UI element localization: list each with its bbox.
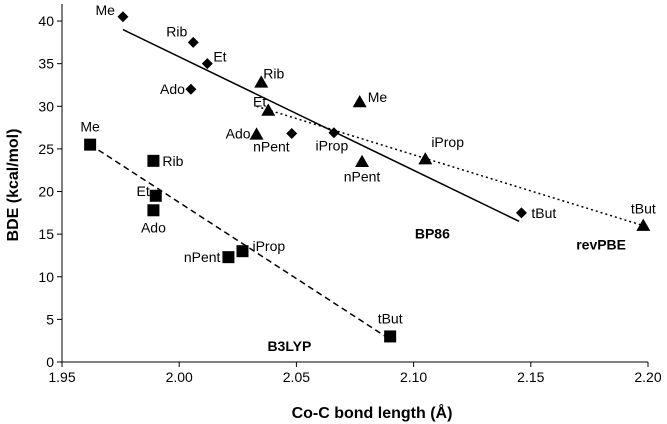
- y-tick-label: 35: [38, 56, 54, 72]
- b3lyp-point-iprop: [236, 245, 249, 258]
- revpbe-label-ado: Ado: [226, 125, 251, 141]
- b3lyp-point-et: [149, 189, 162, 202]
- revpbe-label-me: Me: [368, 89, 388, 105]
- bp86-point-rib: [187, 36, 199, 48]
- bp86-fit-line: [122, 28, 520, 223]
- series-labels: BP86 revPBE B3LYP: [267, 225, 626, 354]
- bp86-label-et: Et: [213, 49, 226, 65]
- b3lyp-point-me: [84, 138, 97, 151]
- b3lyp-label-me: Me: [80, 119, 100, 135]
- b3lyp-point-npent: [222, 251, 235, 264]
- revpbe-fit-line: [256, 105, 644, 227]
- bp86-label-tbut: tBut: [531, 205, 556, 221]
- x-tick-label: 2.20: [634, 369, 661, 385]
- x-axis-title: Co-C bond length (Å): [292, 403, 453, 422]
- axes: 1.95 2.00 2.05 2.10 2.15 2.20 0 5 10 15 20 25 30 35 40: [38, 4, 662, 385]
- y-tick-label: 15: [38, 226, 54, 242]
- x-tick-label: 1.95: [48, 369, 75, 385]
- y-tick-label: 40: [38, 13, 54, 29]
- bp86-point-iprop: [328, 127, 340, 139]
- revpbe-label-npent: nPent: [344, 169, 381, 185]
- bp86-label-ado: Ado: [160, 81, 185, 97]
- revpbe-point-me: [352, 95, 367, 108]
- revpbe-label-iprop: iProp: [431, 134, 464, 150]
- bp86-label-me: Me: [95, 2, 115, 18]
- b3lyp-point-tbut: [384, 330, 397, 343]
- y-tick-label: 25: [38, 141, 54, 157]
- bp86-point-tbut: [515, 207, 527, 219]
- b3lyp-label-npent: nPent: [184, 249, 221, 265]
- bp86-label-iprop: iProp: [316, 138, 349, 154]
- bp86-label-npent: nPent: [253, 139, 290, 155]
- y-axis-title: BDE (kcal/mol): [5, 129, 22, 242]
- y-tick-label: 5: [46, 311, 54, 327]
- bp86-point-npent: [286, 128, 298, 140]
- revpbe-point-ado: [249, 127, 264, 140]
- y-tick-label: 10: [38, 269, 54, 285]
- fit-lines: [89, 28, 644, 338]
- revpbe-series-label: revPBE: [576, 236, 626, 252]
- b3lyp-point-rib: [147, 154, 160, 167]
- revpbe-label-rib: Rib: [263, 65, 284, 81]
- x-tick-label: 2.15: [517, 369, 544, 385]
- bp86-point-et: [201, 58, 213, 70]
- bp86-point-me: [117, 11, 129, 23]
- revpbe-label-et: Et: [253, 94, 266, 110]
- x-tick-label: 2.05: [283, 369, 310, 385]
- b3lyp-point-ado: [147, 204, 160, 217]
- revpbe-point-et: [261, 103, 276, 116]
- data-markers: [84, 11, 651, 343]
- bp86-point-ado: [185, 83, 197, 95]
- b3lyp-label-ado: Ado: [141, 219, 166, 235]
- b3lyp-label-iprop: iProp: [252, 238, 285, 254]
- y-tick-label: 20: [38, 184, 54, 200]
- b3lyp-label-tbut: tBut: [378, 310, 403, 326]
- revpbe-point-rib: [254, 75, 269, 88]
- b3lyp-label-et: Et: [137, 183, 150, 199]
- revpbe-point-npent: [355, 154, 370, 167]
- bp86-series-label: BP86: [415, 225, 450, 241]
- b3lyp-series-label: B3LYP: [267, 338, 311, 354]
- y-tick-label: 0: [46, 354, 54, 370]
- revpbe-label-tbut: tBut: [631, 201, 656, 217]
- revpbe-point-iprop: [418, 152, 433, 165]
- x-tick-label: 2.10: [400, 369, 427, 385]
- y-tick-label: 30: [38, 98, 54, 114]
- b3lyp-label-rib: Rib: [162, 153, 183, 169]
- x-tick-label: 2.00: [166, 369, 193, 385]
- bp86-label-rib: Rib: [166, 23, 187, 39]
- b3lyp-fit-line: [89, 144, 386, 338]
- revpbe-point-tbut: [636, 218, 651, 231]
